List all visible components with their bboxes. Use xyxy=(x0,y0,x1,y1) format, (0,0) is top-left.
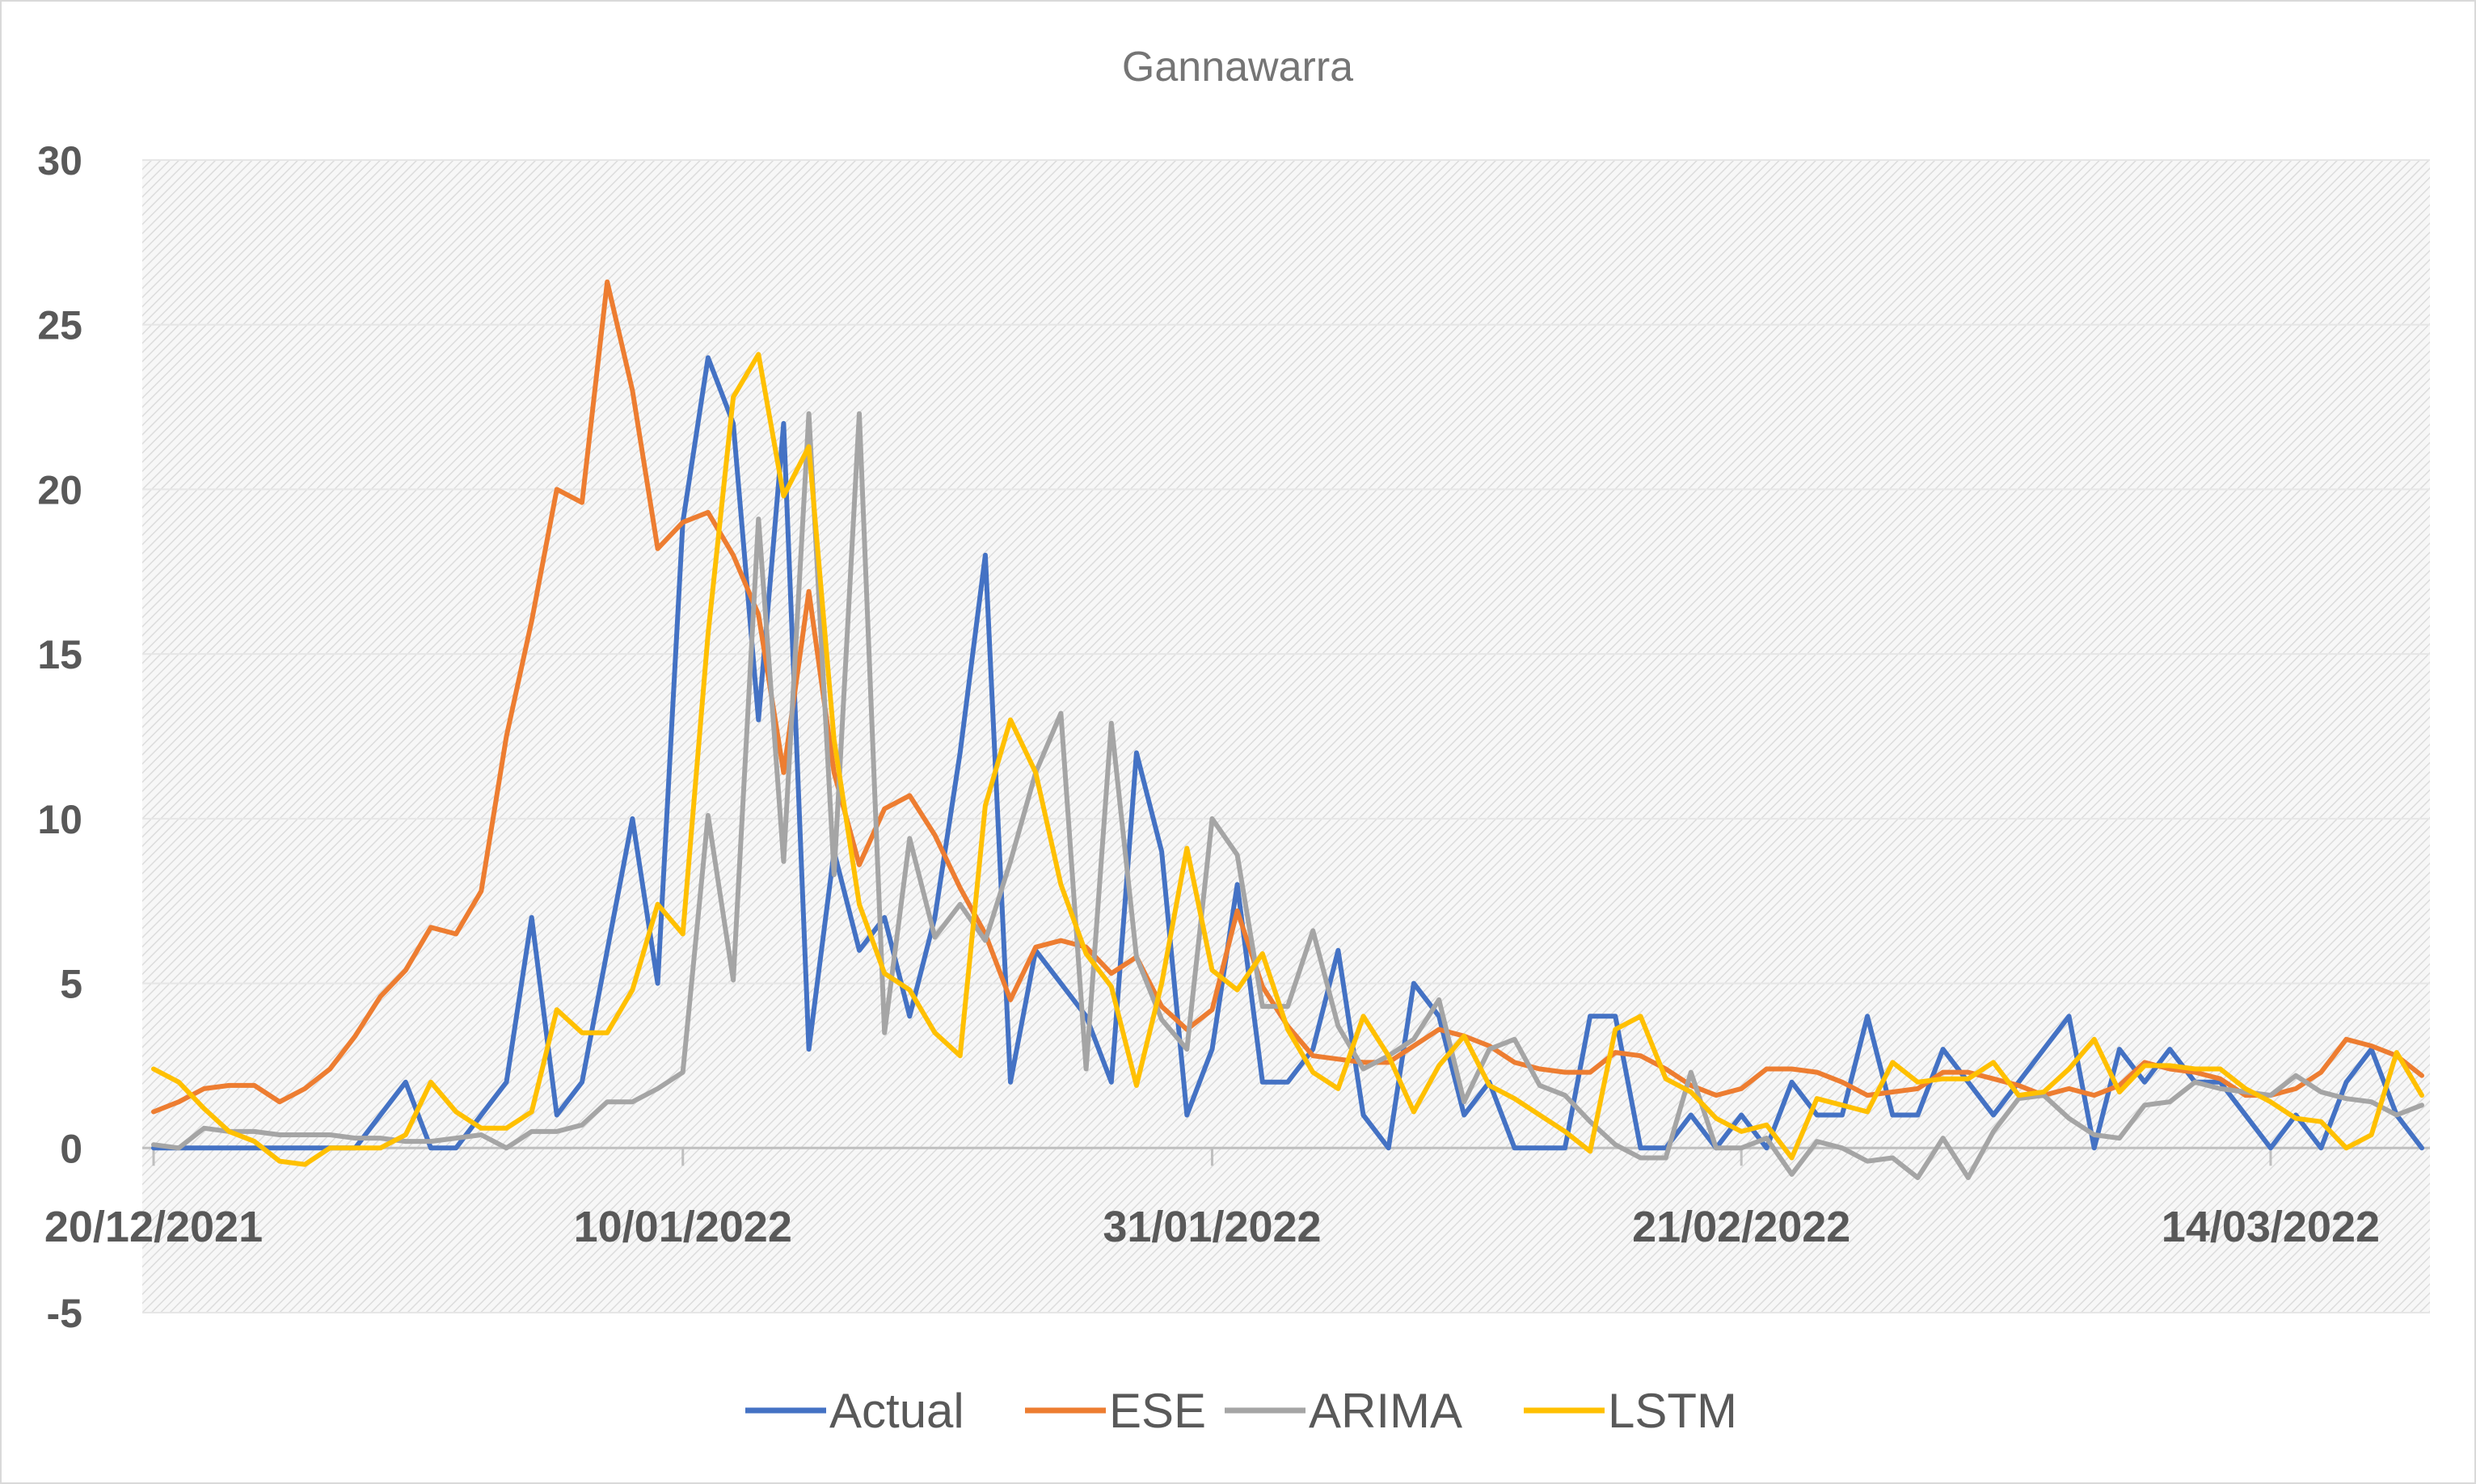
chart-title: Gannawarra xyxy=(1122,44,1353,91)
x-tick-label: 21/02/2022 xyxy=(1632,1203,1850,1251)
y-tick-label: -5 xyxy=(47,1291,82,1336)
y-tick-label: 30 xyxy=(37,138,82,183)
x-axis xyxy=(142,1146,2430,1166)
y-tick-label: 10 xyxy=(37,797,82,842)
y-tick-label: 15 xyxy=(37,632,82,677)
y-tick-label: 20 xyxy=(37,467,82,512)
series-layer xyxy=(151,279,2424,1180)
legend-label-arima: ARIMA xyxy=(1309,1384,1462,1438)
series-line-arima xyxy=(151,411,2424,1180)
legend-label-ese: ESE xyxy=(1109,1384,1206,1438)
x-tick-label: 31/01/2022 xyxy=(1103,1203,1321,1251)
legend-label-actual: Actual xyxy=(829,1384,964,1438)
x-tick-label: 10/01/2022 xyxy=(574,1203,792,1251)
x-axis-ticks: 20/12/2021 10/01/2022 31/01/2022 21/02/2022… xyxy=(44,1203,2380,1251)
legend-label-lstm: LSTM xyxy=(1608,1384,1737,1438)
y-tick-label: 5 xyxy=(60,962,82,1007)
series-line-actual xyxy=(151,355,2424,1151)
y-axis-ticks: -5 0 5 10 15 20 25 30 xyxy=(37,138,82,1336)
series-line-lstm xyxy=(151,352,2424,1167)
y-tick-label: 25 xyxy=(37,303,82,348)
x-tick-label: 20/12/2021 xyxy=(44,1203,263,1251)
y-tick-label: 0 xyxy=(60,1126,82,1171)
plot-area xyxy=(142,160,2430,1313)
x-tick-label: 14/03/2022 xyxy=(2162,1203,2380,1251)
legend: Actual ESE ARIMA LSTM xyxy=(745,1384,1737,1438)
